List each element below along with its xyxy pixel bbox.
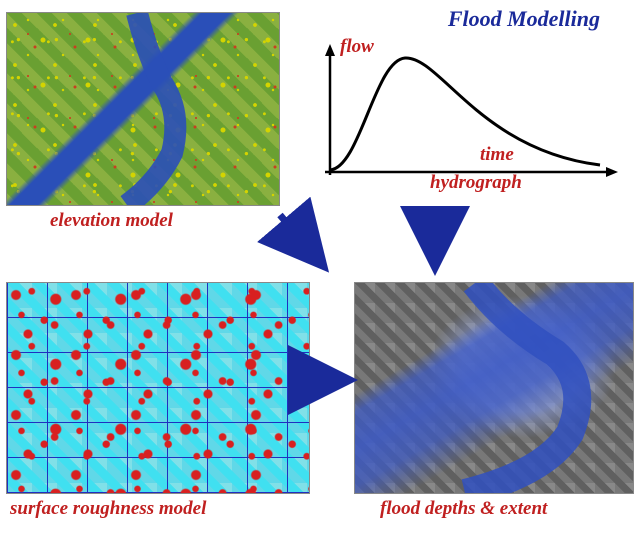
roughness-label: surface roughness model (10, 498, 206, 520)
time-axis-label: time (480, 144, 514, 166)
flood-depths-panel (354, 282, 634, 494)
flood-label: flood depths & extent (380, 498, 547, 520)
surface-roughness-panel (6, 282, 310, 494)
flow-axis-label: flow (340, 36, 374, 58)
flood-river-overlay (355, 283, 633, 493)
hydrograph-svg (320, 40, 620, 190)
elevation-model-panel (6, 12, 280, 206)
hydrograph-name-label: hydrograph (430, 172, 522, 194)
hydrograph-chart: flow time hydrograph (320, 40, 620, 190)
elevation-label: elevation model (50, 210, 173, 232)
page-title: Flood Modelling (448, 6, 600, 32)
elevation-river-overlay (7, 13, 279, 205)
